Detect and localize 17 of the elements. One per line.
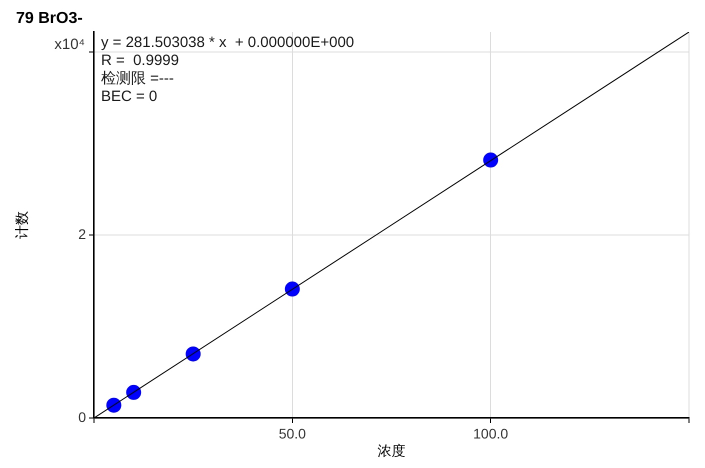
point: [186, 346, 201, 362]
x-axis-title: 浓度: [378, 442, 406, 458]
point: [126, 384, 142, 400]
y-axis-title: 计数: [13, 211, 30, 239]
x-tick-label: 100.0: [473, 425, 508, 442]
annotation: y = 281.503038 * x + 0.000000E+000: [101, 34, 354, 51]
text: x10⁴: [54, 36, 85, 53]
annotation: R = 0.9999: [101, 52, 179, 69]
y-tick-label: 2: [78, 226, 86, 242]
point: [284, 282, 300, 297]
point: [483, 152, 498, 168]
annotation: 检测限 =---: [101, 70, 174, 87]
y-tick-label: 0: [78, 408, 86, 425]
chart-title: 79 BrO3-: [16, 10, 83, 27]
x-tick-label: 50.0: [278, 425, 306, 442]
point: [106, 398, 122, 413]
annotation: BEC = 0: [101, 88, 158, 105]
